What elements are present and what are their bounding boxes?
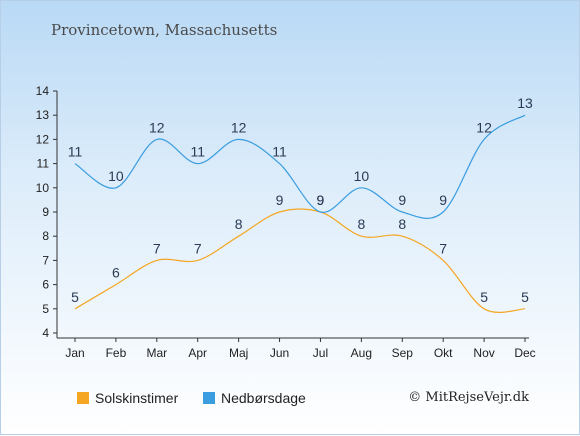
credit-text: © MitRejseVejr.dk <box>408 390 529 405</box>
data-label: 9 <box>439 192 447 208</box>
legend-item-solskinstimer: Solskinstimer <box>77 390 178 406</box>
y-tick-label: 9 <box>42 205 49 219</box>
series-lines <box>74 114 526 313</box>
data-label: 11 <box>68 144 83 160</box>
y-tick-label: 5 <box>42 302 49 316</box>
x-tick-label: Mar <box>146 346 167 360</box>
data-label: 7 <box>439 240 447 256</box>
data-label: 7 <box>194 240 202 256</box>
data-label: 8 <box>398 216 406 232</box>
axes: 4 5 6 7 8 9 10 11 12 13 14 Jan Feb Mar Apr Maj Jun Jul Aug… <box>36 84 536 360</box>
data-label: 12 <box>476 119 492 135</box>
legend-swatch-solskinstimer <box>77 392 89 404</box>
data-label: 10 <box>354 168 370 184</box>
y-tick-label: 4 <box>42 326 49 340</box>
y-tick-label: 13 <box>36 108 50 122</box>
x-tick-label: Okt <box>434 346 453 360</box>
legend-label-solskinstimer: Solskinstimer <box>95 390 179 406</box>
y-tick-label: 11 <box>37 157 50 171</box>
x-tick-label: Aug <box>351 346 372 360</box>
series-line-0 <box>74 208 526 313</box>
data-label: 5 <box>480 289 488 305</box>
y-tick-label: 7 <box>42 253 49 267</box>
y-tick-label: 8 <box>42 229 49 243</box>
data-label: 12 <box>231 119 247 135</box>
data-label: 11 <box>190 144 205 160</box>
x-tick-label: Feb <box>106 346 127 360</box>
x-tick-label: Apr <box>188 346 207 360</box>
data-label: 7 <box>153 240 161 256</box>
x-tick-label: Nov <box>473 346 494 360</box>
data-label: 9 <box>317 192 325 208</box>
data-label: 12 <box>149 119 165 135</box>
x-tick-label: Jun <box>270 346 289 360</box>
data-label: 6 <box>112 265 120 281</box>
legend-label-nedborsdage: Nedbørsdage <box>221 390 306 406</box>
x-tick-label: Jul <box>313 346 328 360</box>
data-label: 13 <box>517 95 533 111</box>
y-tick-label: 14 <box>36 84 50 98</box>
x-tick-label: Jan <box>65 346 84 360</box>
y-tick-label: 10 <box>36 181 50 195</box>
data-label: 9 <box>398 192 406 208</box>
y-tick-label: 12 <box>36 132 50 146</box>
chart-title: Provincetown, Massachusetts <box>51 21 278 39</box>
legend-swatch-nedborsdage <box>203 392 215 404</box>
data-label: 9 <box>317 192 325 208</box>
data-label: 5 <box>521 289 529 305</box>
x-tick-label: Dec <box>514 346 535 360</box>
y-tick-label: 6 <box>42 278 49 292</box>
series-line-1 <box>74 114 526 219</box>
x-tick-label: Maj <box>229 346 248 360</box>
data-label: 9 <box>276 192 284 208</box>
data-label: 5 <box>71 289 79 305</box>
legend-item-nedborsdage: Nedbørsdage <box>203 390 306 406</box>
data-label: 8 <box>235 216 243 232</box>
data-label: 10 <box>108 168 124 184</box>
data-label: 8 <box>357 216 365 232</box>
data-label: 11 <box>272 144 287 160</box>
x-tick-label: Sep <box>392 346 414 360</box>
